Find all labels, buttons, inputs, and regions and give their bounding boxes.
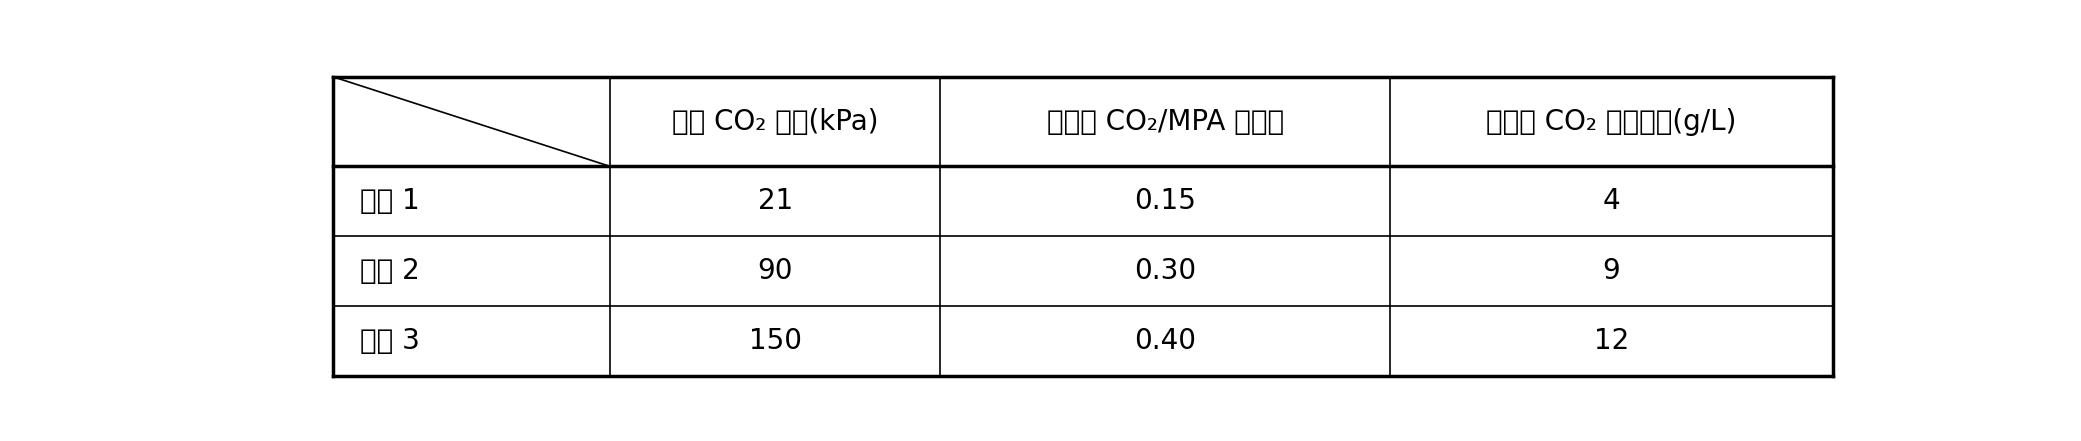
Text: 90: 90 [757, 257, 793, 285]
Text: 实验 3: 实验 3 [360, 327, 420, 355]
Text: 0.30: 0.30 [1134, 257, 1197, 285]
Text: 溶液中 CO₂ 的溶解度(g/L): 溶液中 CO₂ 的溶解度(g/L) [1486, 108, 1736, 135]
Text: 0.40: 0.40 [1134, 327, 1197, 355]
Text: 12: 12 [1594, 327, 1629, 355]
Text: 0.15: 0.15 [1134, 187, 1197, 215]
Text: 4: 4 [1602, 187, 1621, 215]
Text: 气相 CO₂ 分压(kPa): 气相 CO₂ 分压(kPa) [672, 108, 878, 135]
Text: 实验 2: 实验 2 [360, 257, 420, 285]
Text: 21: 21 [757, 187, 793, 215]
Text: 实验 1: 实验 1 [360, 187, 420, 215]
Text: 溶液中 CO₂/MPA 摸尔比: 溶液中 CO₂/MPA 摸尔比 [1047, 108, 1284, 135]
Text: 150: 150 [749, 327, 801, 355]
Text: 9: 9 [1602, 257, 1621, 285]
Bar [333, 77, 1833, 376]
